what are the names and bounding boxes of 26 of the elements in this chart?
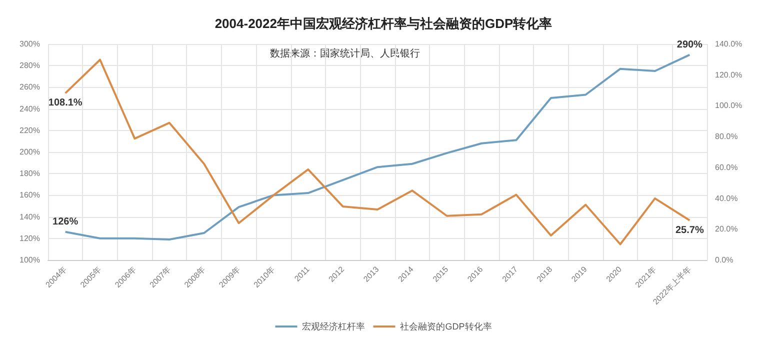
- chart-title: 2004-2022年中国宏观经济杠杆率与社会融资的GDP转化率: [214, 16, 552, 31]
- y2-tick-label: 0.0%: [715, 256, 734, 264]
- legend-label: 宏观经济杠杆率: [302, 322, 366, 332]
- data-label: 108.1%: [48, 98, 82, 109]
- y2-tick-label: 40.0%: [715, 194, 738, 203]
- y2-tick-label: 80.0%: [715, 132, 738, 142]
- y2-tick-label: 20.0%: [715, 224, 738, 234]
- y-tick-label: 180%: [20, 169, 40, 178]
- legend-label: 社会融资的GDP转化率: [400, 322, 492, 332]
- y-tick-label: 240%: [20, 104, 40, 114]
- y2-tick-label: 100.0%: [715, 101, 742, 110]
- y-tick-label: 280%: [20, 61, 40, 70]
- y-tick-label: 100%: [20, 256, 40, 264]
- y-tick-label: 120%: [20, 234, 40, 243]
- data-label: 126%: [52, 216, 78, 228]
- data-label: 25.7%: [675, 224, 704, 236]
- y2-tick-label: 120.0%: [715, 70, 742, 80]
- y-tick-label: 260%: [20, 82, 40, 92]
- y-tick-label: 220%: [20, 126, 40, 135]
- y2-tick-label: 60.0%: [715, 162, 738, 172]
- y-tick-label: 300%: [20, 40, 40, 48]
- y-tick-label: 160%: [20, 190, 40, 200]
- y2-tick-label: 140.0%: [715, 40, 742, 48]
- y-tick-label: 200%: [20, 148, 40, 156]
- data-label: 290%: [676, 39, 703, 50]
- y-tick-label: 140%: [20, 212, 40, 222]
